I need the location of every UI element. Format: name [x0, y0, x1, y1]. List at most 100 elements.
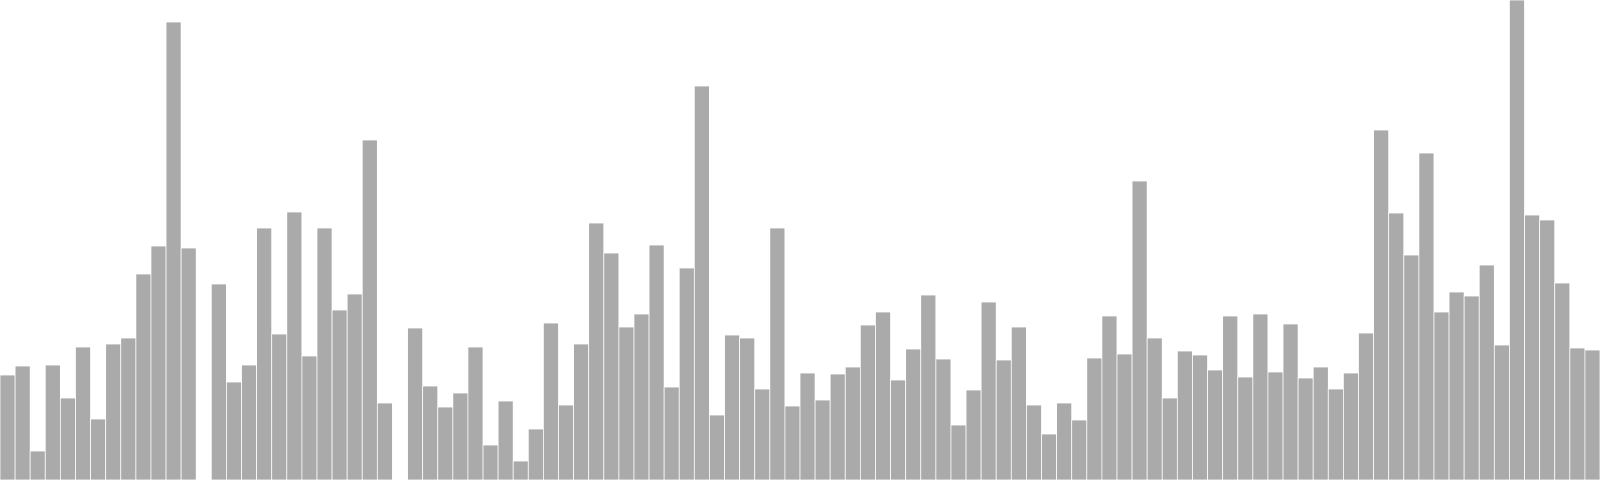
bar-74	[1116, 353, 1133, 480]
bar-32	[482, 444, 499, 480]
bar-84	[1267, 371, 1284, 480]
bar-104	[1569, 347, 1586, 480]
bar-95	[1433, 311, 1450, 480]
bar-51	[769, 227, 786, 480]
bar-65	[980, 301, 997, 480]
bar-57	[859, 324, 876, 480]
bar-50	[754, 388, 771, 480]
bar-28	[422, 385, 439, 480]
bar-8	[120, 337, 137, 480]
bar-34	[512, 460, 529, 480]
bar-37	[558, 404, 574, 480]
bar-10	[150, 245, 167, 480]
bar-11	[165, 21, 182, 480]
bar-19	[286, 211, 303, 480]
bar-93	[1403, 254, 1420, 480]
bar-73	[1101, 315, 1118, 480]
bar-53	[799, 372, 816, 480]
bar-81	[1222, 315, 1239, 480]
bar-68	[1026, 404, 1042, 480]
bar-91	[1373, 129, 1390, 480]
bar-61	[920, 294, 937, 480]
bar-3	[44, 364, 61, 480]
bar-63	[950, 424, 967, 480]
bar-47	[709, 414, 725, 480]
bar-77	[1161, 397, 1178, 480]
bar-105	[1584, 349, 1600, 480]
bar-56	[844, 366, 861, 480]
bar-44	[663, 386, 680, 480]
bar-40	[603, 252, 620, 480]
bar-54	[814, 399, 831, 480]
bar-27	[407, 327, 424, 480]
bar-45	[678, 267, 695, 480]
bar-6	[90, 418, 107, 480]
bar-87	[1312, 366, 1329, 480]
bar-41	[618, 326, 635, 480]
bar-62	[935, 358, 952, 480]
bar-85	[1282, 323, 1299, 480]
bar-29	[437, 406, 454, 480]
bar-46	[693, 85, 710, 480]
bar-82	[1237, 376, 1254, 480]
bar-52	[784, 405, 801, 480]
bar-12	[180, 247, 197, 480]
bar-48	[724, 334, 741, 480]
bar-17	[256, 227, 273, 480]
bar-1	[14, 365, 31, 480]
bar-39	[588, 222, 605, 480]
bar-64	[965, 389, 982, 480]
bar-4	[59, 397, 76, 480]
bar-14	[210, 283, 227, 480]
bar-67	[1010, 326, 1027, 480]
bar-103	[1554, 282, 1571, 480]
bar-88	[1327, 388, 1344, 480]
bar-76	[1146, 337, 1163, 480]
bar-86	[1297, 377, 1314, 480]
bar-15	[226, 381, 242, 480]
bar-16	[241, 364, 257, 480]
bar-101	[1524, 214, 1541, 480]
bar-59	[890, 379, 907, 480]
bar-21	[316, 227, 333, 480]
bar-97	[1463, 295, 1480, 480]
bar-43	[648, 244, 665, 480]
bar-18	[271, 333, 288, 480]
bar-31	[467, 346, 484, 480]
bar-71	[1071, 419, 1088, 480]
bar-99	[1493, 344, 1510, 480]
bar-0	[0, 374, 16, 480]
bar-55	[829, 373, 846, 480]
bar-49	[739, 337, 756, 480]
bar-58	[875, 311, 891, 480]
bar-33	[497, 400, 514, 480]
bar-42	[633, 313, 650, 480]
bar-35	[527, 428, 544, 480]
bar-72	[1086, 357, 1103, 480]
bar-66	[995, 359, 1012, 480]
bar-90	[1358, 332, 1374, 480]
bar-25	[376, 402, 393, 480]
bar-89	[1343, 372, 1359, 480]
bar-98	[1478, 264, 1495, 480]
bar-30	[452, 392, 469, 480]
bar-102	[1539, 219, 1556, 480]
bar-7	[105, 343, 122, 480]
bar-2	[29, 450, 46, 480]
bar-79	[1192, 354, 1208, 480]
bar-100	[1509, 0, 1525, 480]
bar-75	[1131, 180, 1148, 480]
bar-36	[543, 322, 559, 480]
bar-60	[905, 348, 922, 480]
bar-22	[331, 309, 348, 480]
bar-69	[1041, 433, 1058, 480]
bar-78	[1176, 350, 1193, 480]
bar-23	[346, 293, 363, 480]
bar-24	[361, 139, 378, 480]
bar-92	[1388, 212, 1405, 480]
bar-5	[75, 346, 91, 480]
bar-20	[301, 355, 318, 480]
